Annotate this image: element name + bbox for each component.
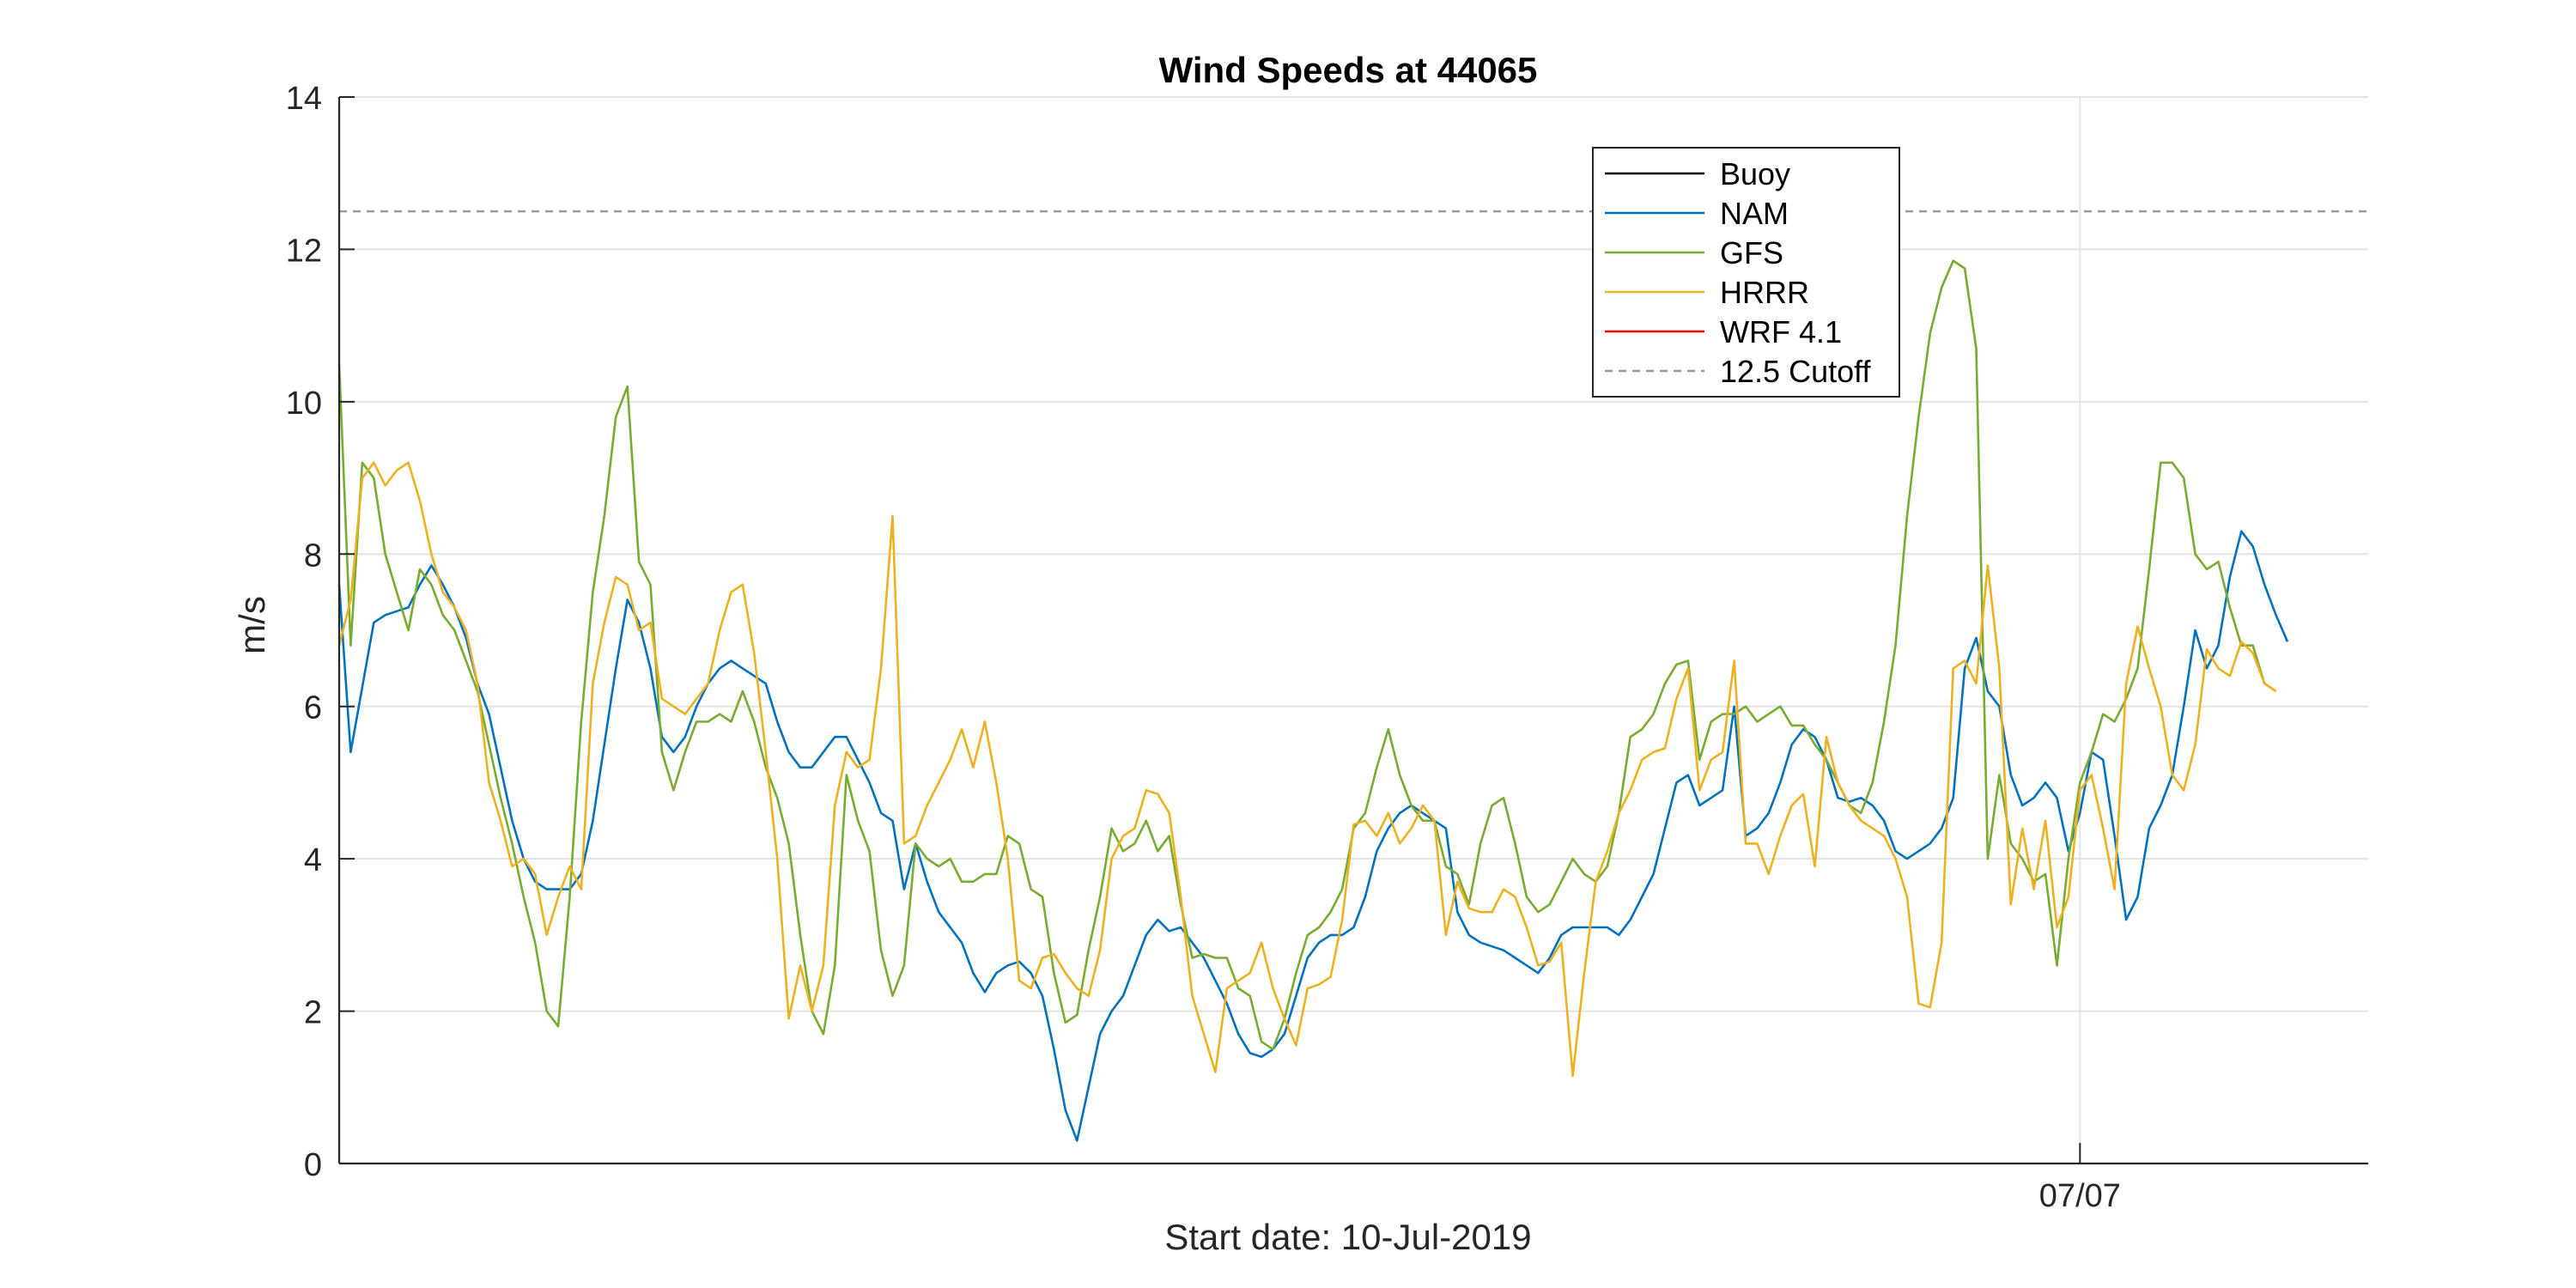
series-line-gfs bbox=[337, 259, 2277, 1051]
legend-label-nam: NAM bbox=[1720, 196, 1789, 231]
y-tick-label: 6 bbox=[304, 690, 322, 726]
x-axis-label: Start date: 10-Jul-2019 bbox=[1164, 1217, 1531, 1257]
legend-label-12-5-cutoff: 12.5 Cutoff bbox=[1720, 354, 1871, 389]
y-tick-label: 8 bbox=[304, 538, 322, 574]
chart-title: Wind Speeds at 44065 bbox=[1159, 50, 1538, 90]
series-line-hrrr bbox=[337, 461, 2277, 1078]
axes bbox=[337, 96, 2368, 1165]
grid-lines bbox=[339, 96, 2368, 1164]
y-tick-label: 10 bbox=[286, 386, 322, 422]
legend-label-hrrr: HRRR bbox=[1720, 275, 1809, 310]
y-tick-label: 0 bbox=[304, 1147, 322, 1183]
y-tick-label: 4 bbox=[304, 842, 322, 878]
x-tick-label: 07/07 bbox=[2039, 1178, 2121, 1214]
legend-label-buoy: Buoy bbox=[1720, 156, 1790, 191]
y-tick-label: 12 bbox=[286, 233, 322, 269]
y-axis-label: m/s bbox=[232, 596, 272, 654]
y-tick-label: 14 bbox=[286, 81, 322, 117]
legend-label-gfs: GFS bbox=[1720, 235, 1783, 270]
tick-labels: 0 2 4 6 8 10 12 14 07/07 bbox=[286, 81, 2121, 1214]
y-tick-label: 2 bbox=[304, 995, 322, 1031]
series-lines bbox=[337, 259, 2289, 1142]
legend-label-wrf-4-1: WRF 4.1 bbox=[1720, 314, 1842, 349]
legend-box bbox=[1592, 147, 1900, 398]
legend: Buoy NAM GFS HRRR WRF 4.1 12.5 Cutoff bbox=[1592, 147, 1900, 398]
